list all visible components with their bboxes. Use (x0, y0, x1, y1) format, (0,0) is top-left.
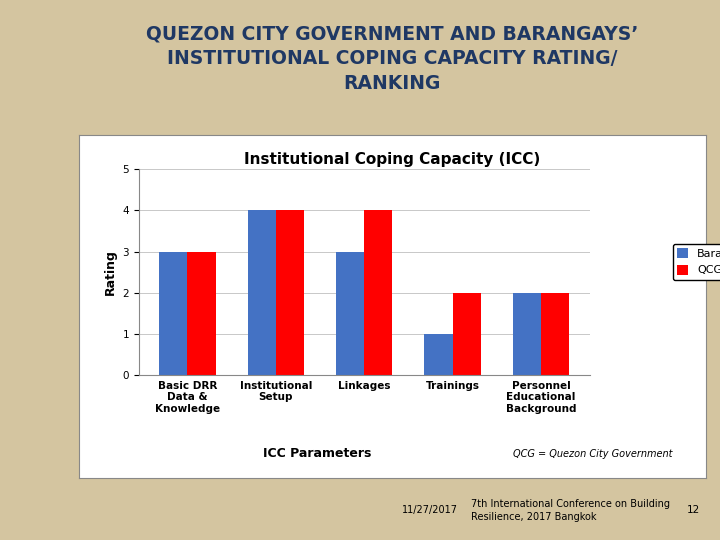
Bar (424, 334, 453, 375)
Bar (364, 211, 392, 375)
Text: 11/27/2017: 11/27/2017 (402, 505, 458, 515)
Legend: Barangay, QCG: Barangay, QCG (673, 244, 720, 280)
Bar (187, 252, 216, 375)
Y-axis label: Rating: Rating (104, 249, 117, 295)
Text: 7th International Conference on Building
Resilience, 2017 Bangkok: 7th International Conference on Building… (471, 499, 670, 522)
Bar (541, 293, 570, 375)
Text: 12: 12 (687, 505, 701, 515)
Bar (276, 211, 304, 375)
Bar (453, 293, 481, 375)
Text: QUEZON CITY GOVERNMENT AND BARANGAYS’
INSTITUTIONAL COPING CAPACITY RATING/
RANK: QUEZON CITY GOVERNMENT AND BARANGAYS’ IN… (146, 24, 639, 93)
Text: QCG = Quezon City Government: QCG = Quezon City Government (513, 449, 672, 459)
Text: ICC Parameters: ICC Parameters (263, 448, 372, 461)
Text: Institutional Coping Capacity (ICC): Institutional Coping Capacity (ICC) (244, 152, 541, 167)
Bar (513, 293, 541, 375)
Bar (336, 252, 364, 375)
Bar (248, 211, 276, 375)
Bar (159, 252, 187, 375)
